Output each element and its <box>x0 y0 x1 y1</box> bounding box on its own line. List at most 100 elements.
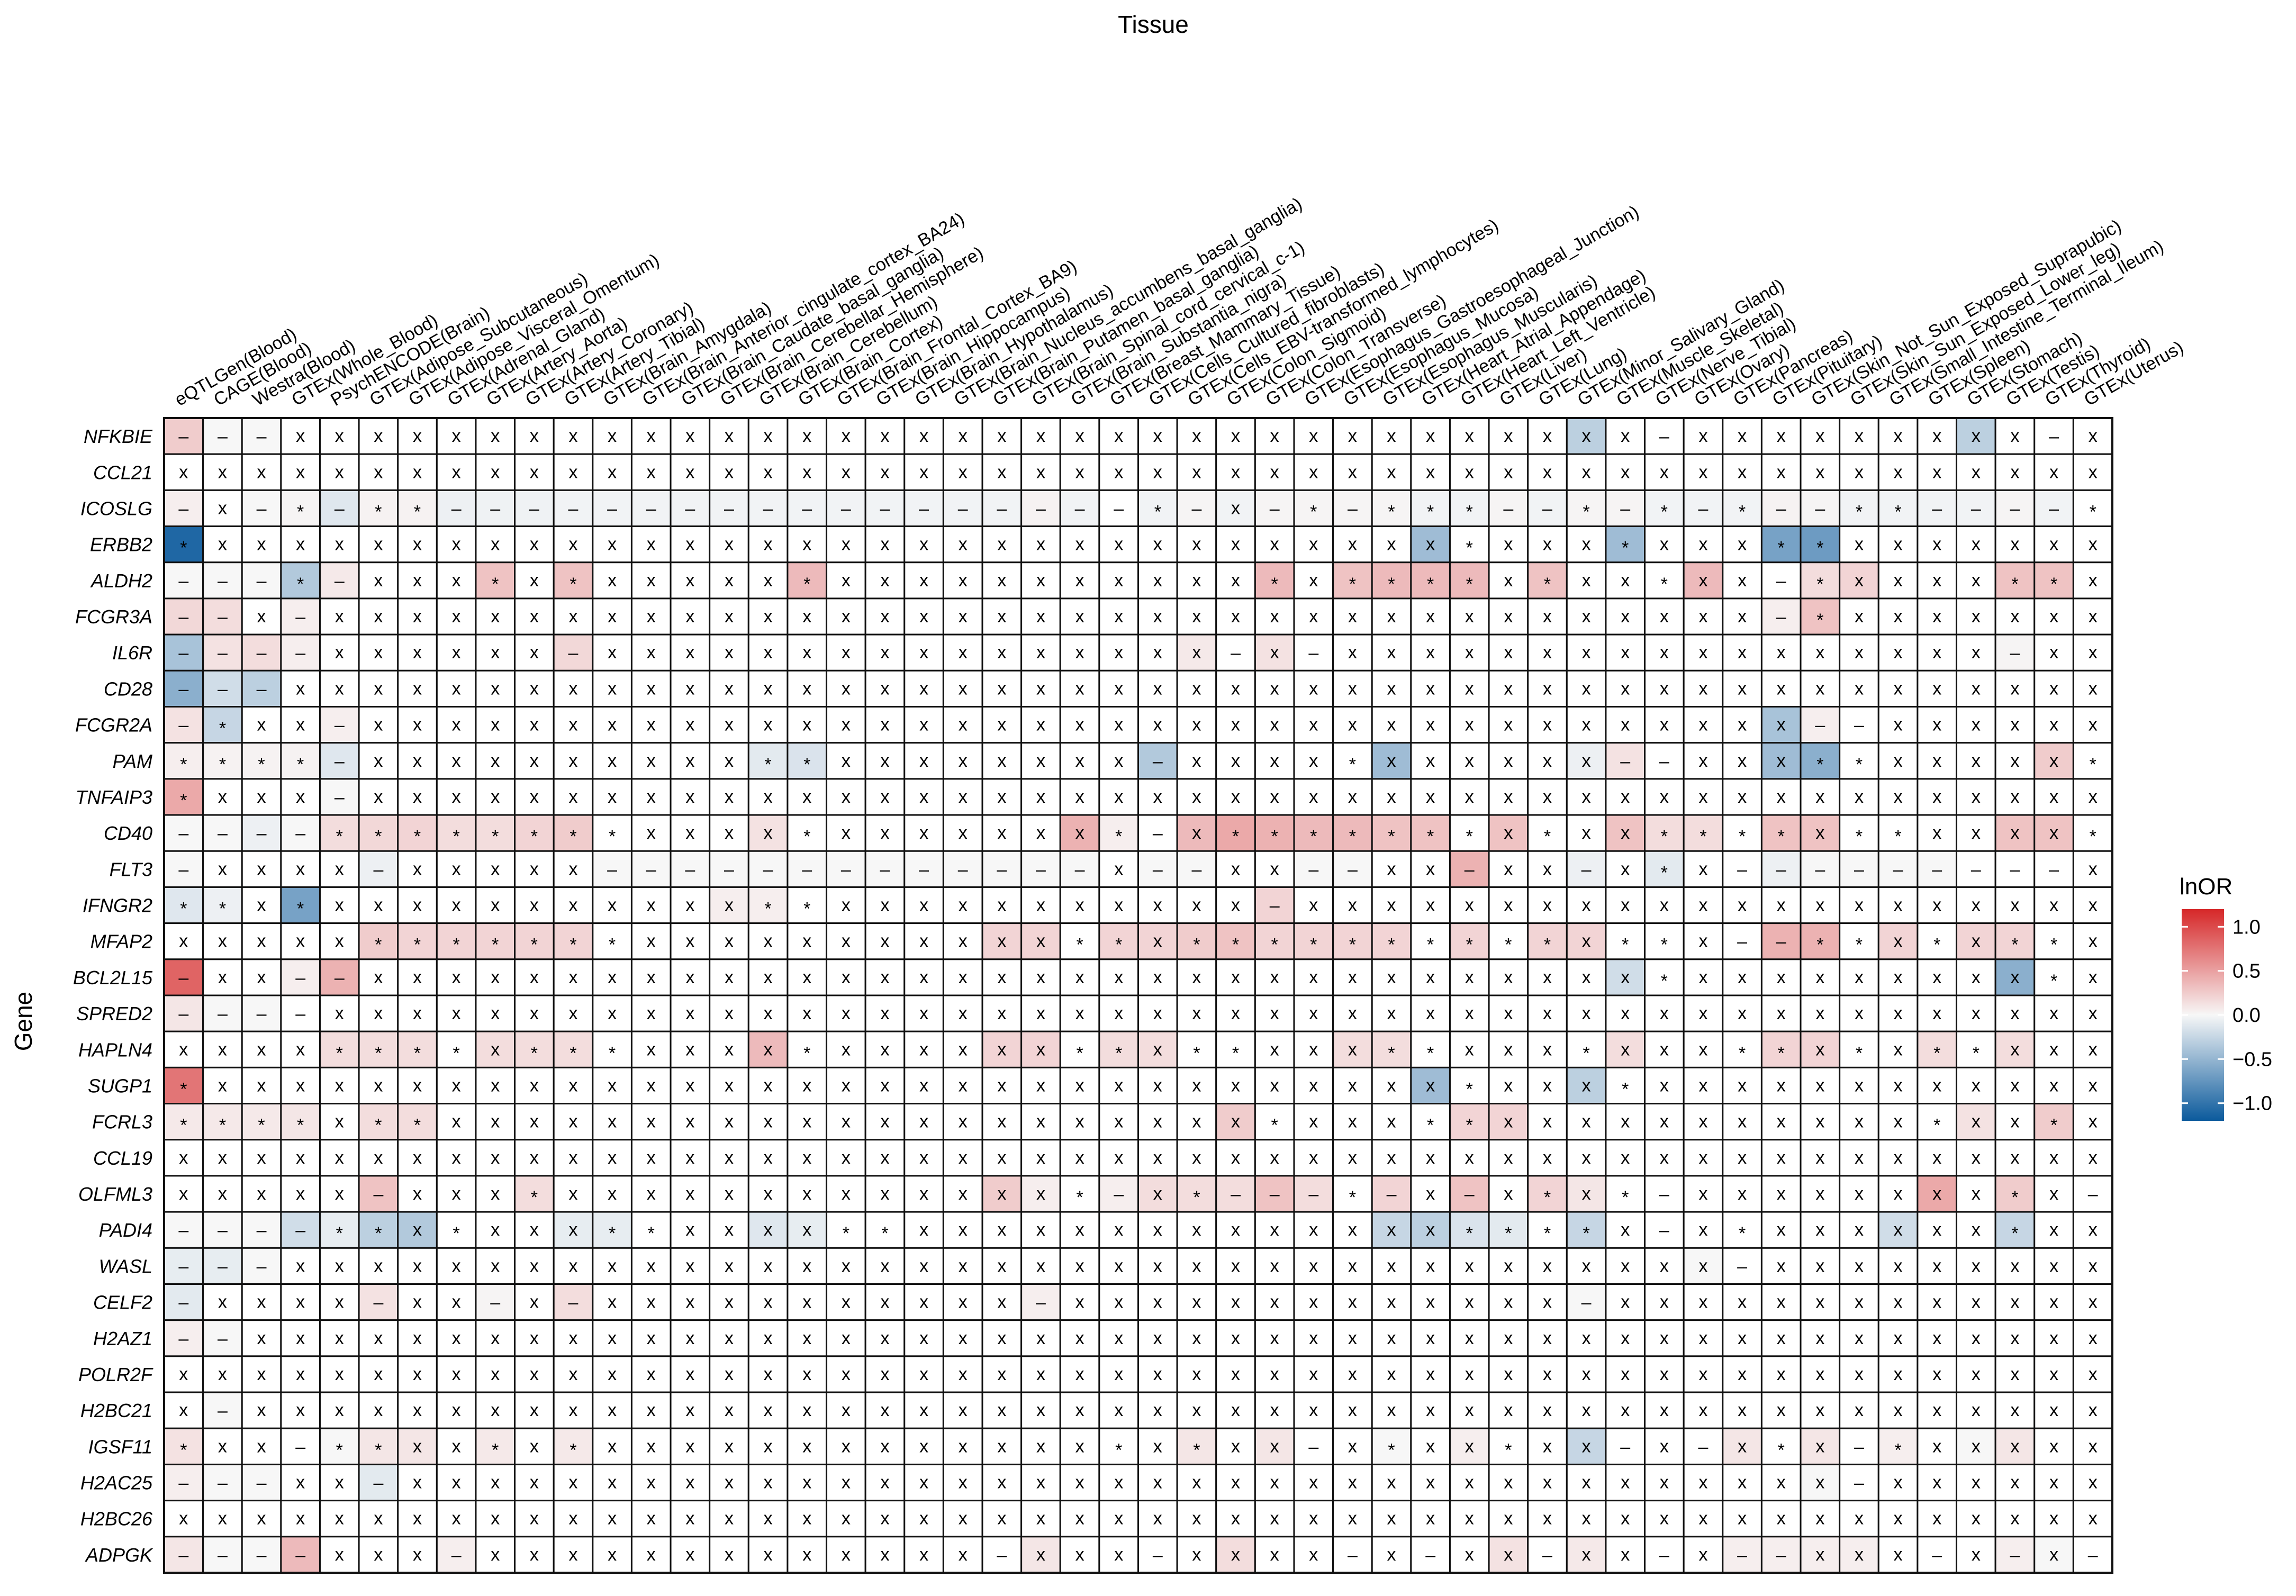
cell-symbol: x <box>1426 1436 1435 1456</box>
cell-symbol: x <box>1815 1509 1824 1529</box>
heatmap-cell <box>981 489 1023 528</box>
cell-symbol: x <box>725 642 734 663</box>
gene-label: ALDH2 <box>90 570 152 592</box>
cell-symbol: – <box>1542 498 1552 519</box>
cell-symbol: x <box>1738 426 1747 446</box>
cell-symbol: * <box>375 935 382 955</box>
cell-symbol: x <box>1777 1075 1786 1095</box>
heatmap-cell <box>1098 417 1139 455</box>
cell-symbol: x <box>1855 1148 1864 1168</box>
heatmap-cell <box>1722 561 1762 600</box>
heatmap-cell <box>1137 1391 1178 1429</box>
cell-symbol: x <box>452 678 461 699</box>
heatmap-cell <box>2072 1500 2113 1538</box>
heatmap-cell <box>826 1463 866 1502</box>
heatmap-cell <box>1760 1283 1802 1321</box>
cell-symbol: x <box>374 751 383 771</box>
cell-symbol: x <box>1504 1039 1513 1059</box>
cell-symbol: x <box>2089 787 2098 807</box>
heatmap-cell <box>864 1030 906 1068</box>
heatmap-cell <box>942 1427 983 1465</box>
cell-symbol: x <box>959 1545 968 1565</box>
cell-symbol: x <box>1855 1220 1864 1240</box>
heatmap-cell <box>1683 453 1724 491</box>
cell-symbol: x <box>1309 534 1318 555</box>
heatmap-cell <box>1176 778 1217 816</box>
cell-symbol: x <box>1465 787 1474 807</box>
cell-symbol: x <box>1075 1545 1084 1565</box>
cell-symbol: x <box>1815 678 1824 699</box>
cell-symbol: * <box>2050 935 2057 955</box>
cell-symbol: * <box>1583 502 1590 522</box>
cell-symbol: x <box>1855 1400 1864 1420</box>
cell-symbol: x <box>1932 895 1941 915</box>
cell-symbol: x <box>764 1545 773 1565</box>
cell-symbol: x <box>1036 1400 1045 1420</box>
heatmap-cell <box>1644 1139 1685 1177</box>
cell-symbol: x <box>1309 751 1318 771</box>
cell-symbol: x <box>725 1400 734 1420</box>
cell-symbol: x <box>1543 1400 1552 1420</box>
heatmap-cell <box>1332 1319 1373 1357</box>
cell-symbol: x <box>413 1509 422 1529</box>
cell-symbol: * <box>1739 1223 1746 1244</box>
cell-symbol: x <box>2010 1436 2019 1456</box>
heatmap-cell <box>2072 1066 2113 1105</box>
cell-symbol: – <box>295 1004 305 1024</box>
cell-symbol: x <box>413 570 422 591</box>
cell-symbol: x <box>413 1328 422 1348</box>
cell-symbol: x <box>335 1075 344 1095</box>
cell-symbol: x <box>1932 823 1941 843</box>
cell-symbol: x <box>1426 1328 1435 1348</box>
heatmap-cell <box>2033 633 2074 672</box>
cell-symbol: – <box>1348 859 1358 879</box>
gene-label: H2BC21 <box>80 1400 152 1421</box>
cell-symbol: x <box>802 1473 811 1493</box>
heatmap-cell <box>747 1463 789 1502</box>
cell-symbol: x <box>725 462 734 482</box>
cell-symbol: * <box>531 1043 538 1063</box>
cell-symbol: x <box>842 715 851 735</box>
cell-symbol: * <box>1544 935 1551 955</box>
heatmap-cell <box>1722 633 1762 672</box>
cell-symbol: x <box>1231 715 1240 735</box>
heatmap-cell <box>1839 1355 1879 1393</box>
heatmap-cell <box>903 597 944 636</box>
heatmap-cell <box>436 489 477 528</box>
cell-symbol: x <box>1815 1256 1824 1276</box>
heatmap-cell <box>709 1175 749 1213</box>
heatmap-cell <box>1877 633 1919 672</box>
cell-symbol: * <box>297 574 304 594</box>
heatmap-cell <box>1956 1175 1996 1213</box>
cell-symbol: x <box>1543 1075 1552 1095</box>
cell-symbol: – <box>178 1004 188 1024</box>
cell-symbol: x <box>959 1509 968 1529</box>
cell-symbol: x <box>919 1292 928 1312</box>
cell-symbol: x <box>218 1292 227 1312</box>
heatmap-cell <box>1877 1247 1919 1285</box>
heatmap-cell <box>630 1319 672 1357</box>
cell-symbol: x <box>2010 1075 2019 1095</box>
heatmap-cell <box>592 1500 632 1538</box>
cell-symbol: * <box>1505 935 1512 955</box>
heatmap-cell <box>241 958 282 996</box>
heatmap-cell <box>1956 1463 1996 1502</box>
heatmap-cell <box>397 1211 438 1249</box>
cell-symbol: x <box>802 931 811 951</box>
cell-symbol: x <box>842 1148 851 1168</box>
cell-symbol: – <box>1036 498 1046 519</box>
cell-symbol: x <box>725 1039 734 1059</box>
cell-symbol: x <box>1387 967 1396 987</box>
cell-symbol: x <box>842 642 851 663</box>
cell-symbol: x <box>1932 1220 1941 1240</box>
cell-symbol: x <box>1972 1112 1981 1132</box>
cell-symbol: x <box>1777 1112 1786 1132</box>
cell-symbol: x <box>1543 895 1552 915</box>
cell-symbol: x <box>530 1292 539 1312</box>
cell-symbol: x <box>1621 1292 1630 1312</box>
cell-symbol: x <box>218 1148 227 1168</box>
cell-symbol: x <box>1387 751 1396 771</box>
heatmap-cell <box>864 850 906 888</box>
cell-symbol: x <box>959 1184 968 1204</box>
cell-symbol: x <box>685 1112 694 1132</box>
